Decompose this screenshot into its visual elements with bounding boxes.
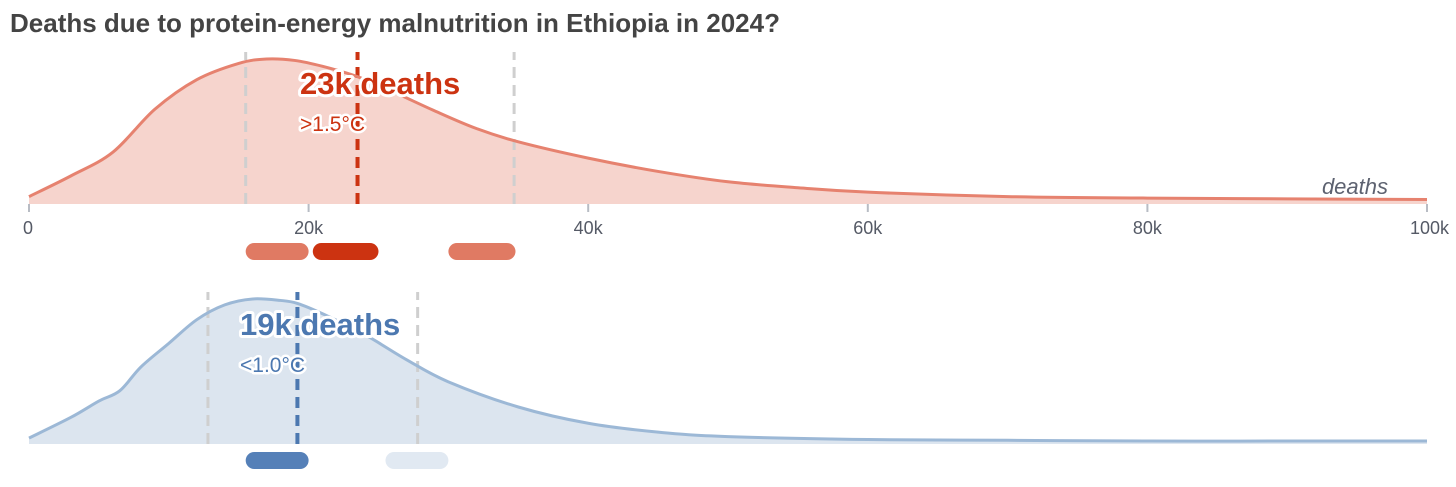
density-line (28, 57, 1428, 202)
range-pill (448, 243, 516, 260)
x-tick-label: 20k (294, 218, 324, 238)
x-tick-label: 60k (853, 218, 883, 238)
range-pill (245, 243, 309, 260)
headline-label: 23k deaths (300, 66, 460, 101)
range-pill (385, 452, 449, 469)
scenario-label: >1.5°C (300, 113, 365, 136)
x-tick-label: 40k (574, 218, 604, 238)
axis-unit-label: deaths (1322, 174, 1388, 199)
density-area (29, 298, 1427, 444)
panel-below-1-0c: 19k deaths <1.0°C (28, 292, 1427, 469)
density-line (28, 297, 1427, 443)
x-tick-label: 0 (23, 218, 33, 238)
range-pill (245, 452, 309, 469)
density-area (29, 58, 1427, 204)
panel-above-1-5c: 23k deaths >1.5°C 0 20k 40k 60k 80k 100k deaths (23, 52, 1450, 260)
headline-label: 19k deaths (240, 307, 400, 342)
range-pill (312, 243, 379, 260)
x-tick-label: 100k (1410, 218, 1450, 238)
scenario-label: <1.0°C (240, 354, 305, 377)
x-tick-label: 80k (1133, 218, 1163, 238)
chart-title: Deaths due to protein-energy malnutritio… (10, 8, 780, 38)
